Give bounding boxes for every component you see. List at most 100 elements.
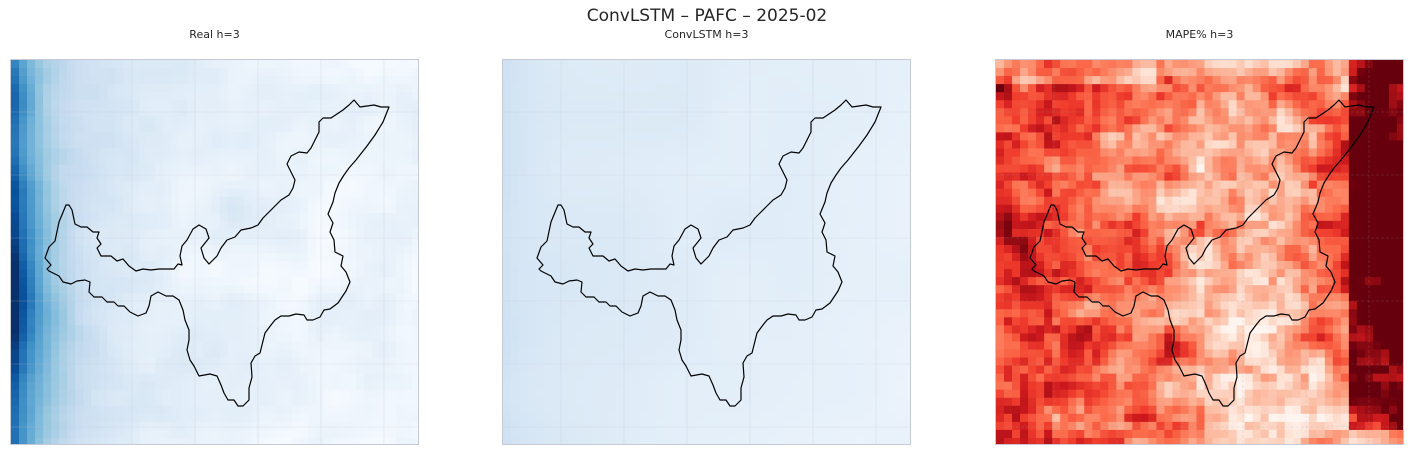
heatmap-cell xyxy=(1268,60,1278,69)
heatmap-cell xyxy=(847,269,857,278)
heatmap-cell xyxy=(67,341,76,351)
heatmap-cell xyxy=(187,116,197,125)
heatmap-cell xyxy=(315,357,325,367)
heatmap-cell xyxy=(259,68,269,77)
heatmap-cell xyxy=(727,309,737,318)
heatmap-cell xyxy=(615,333,624,343)
heatmap-cell xyxy=(663,397,673,407)
heatmap-cell xyxy=(363,341,373,351)
heatmap-cell xyxy=(663,309,673,318)
heatmap-cell xyxy=(275,148,285,158)
heatmap-cell xyxy=(863,100,873,109)
heatmap-cell xyxy=(179,132,189,142)
heatmap-cell xyxy=(315,341,325,351)
heatmap-cell xyxy=(823,269,833,278)
heatmap-cell xyxy=(235,236,245,246)
heatmap-cell xyxy=(807,92,817,101)
heatmap-cell xyxy=(663,357,673,367)
heatmap-cell xyxy=(583,389,592,399)
heatmap-cell xyxy=(823,397,833,407)
heatmap-cell xyxy=(823,124,833,133)
heatmap-cell xyxy=(155,301,164,310)
heatmap-cell xyxy=(847,389,857,399)
heatmap-cell xyxy=(155,397,164,407)
heatmap-cell xyxy=(163,116,172,125)
heatmap-cell xyxy=(115,325,124,335)
heatmap-cell xyxy=(11,100,20,109)
heatmap-cell xyxy=(663,92,673,101)
heatmap-cell xyxy=(567,317,576,326)
heatmap-cell xyxy=(815,76,825,85)
heatmap-cell xyxy=(387,293,397,302)
heatmap-cell xyxy=(355,437,365,444)
heatmap-cell xyxy=(551,253,560,262)
heatmap-cell xyxy=(655,148,664,158)
heatmap-cell xyxy=(355,228,365,238)
heatmap-cell xyxy=(355,68,365,77)
heatmap-cell xyxy=(759,244,769,254)
heatmap-cell xyxy=(887,100,897,109)
heatmap-cell xyxy=(775,204,785,214)
heatmap-cell xyxy=(695,429,705,439)
heatmap-cell xyxy=(107,333,116,343)
heatmap-cell xyxy=(11,413,20,423)
heatmap-cell xyxy=(131,188,140,198)
heatmap-cell xyxy=(831,413,841,423)
heatmap-cell xyxy=(203,140,213,150)
heatmap-cell xyxy=(187,92,197,101)
heatmap-cell xyxy=(775,405,785,415)
heatmap-cell xyxy=(59,180,68,190)
heatmap-cell xyxy=(83,309,92,318)
heatmap-cell xyxy=(299,333,309,343)
heatmap-cell xyxy=(535,253,544,262)
heatmap-cell xyxy=(291,341,301,351)
heatmap-cell xyxy=(807,204,817,214)
heatmap-cell xyxy=(743,100,753,109)
heatmap-cell xyxy=(371,196,381,206)
heatmap-cell xyxy=(307,261,317,270)
heatmap-cell xyxy=(607,397,616,407)
heatmap-cell xyxy=(275,188,285,198)
heatmap-cell xyxy=(759,437,769,444)
heatmap-cell xyxy=(671,429,681,439)
heatmap-cell xyxy=(147,421,156,431)
heatmap-cell xyxy=(235,132,245,142)
heatmap-cell xyxy=(687,397,697,407)
heatmap-cell xyxy=(251,253,261,262)
heatmap-cell xyxy=(623,124,632,133)
heatmap-cell xyxy=(11,236,20,246)
heatmap-cell xyxy=(599,269,608,278)
heatmap-cell xyxy=(75,132,84,142)
heatmap-cell xyxy=(299,269,309,278)
heatmap-cell xyxy=(187,84,197,93)
heatmap-cell xyxy=(323,148,333,158)
heatmap-cell xyxy=(543,196,552,206)
heatmap-cell xyxy=(807,309,817,318)
heatmap-cell xyxy=(519,212,528,222)
heatmap-cell xyxy=(395,429,405,439)
heatmap-cell xyxy=(783,269,793,278)
heatmap-cell xyxy=(783,156,793,166)
heatmap-cell xyxy=(259,341,269,351)
heatmap-cell xyxy=(19,84,28,93)
heatmap-cell xyxy=(575,156,584,166)
heatmap-cell xyxy=(863,325,873,335)
heatmap-cell xyxy=(195,421,205,431)
heatmap-cell xyxy=(575,132,584,142)
heatmap-cell xyxy=(67,60,76,69)
heatmap-cell xyxy=(623,317,632,326)
heatmap-cell xyxy=(355,148,365,158)
heatmap-cell xyxy=(123,293,132,302)
heatmap-cell xyxy=(695,269,705,278)
heatmap-cell xyxy=(107,116,116,125)
heatmap-cell xyxy=(147,357,156,367)
heatmap-cell xyxy=(535,172,544,182)
heatmap-cell xyxy=(799,333,809,343)
heatmap-cell xyxy=(655,309,664,318)
heatmap-cell xyxy=(243,413,253,423)
heatmap-cell xyxy=(99,60,108,69)
heatmap-cell xyxy=(599,84,608,93)
heatmap-cell xyxy=(67,84,76,93)
heatmap-cell xyxy=(267,317,277,326)
heatmap-cell xyxy=(679,413,689,423)
